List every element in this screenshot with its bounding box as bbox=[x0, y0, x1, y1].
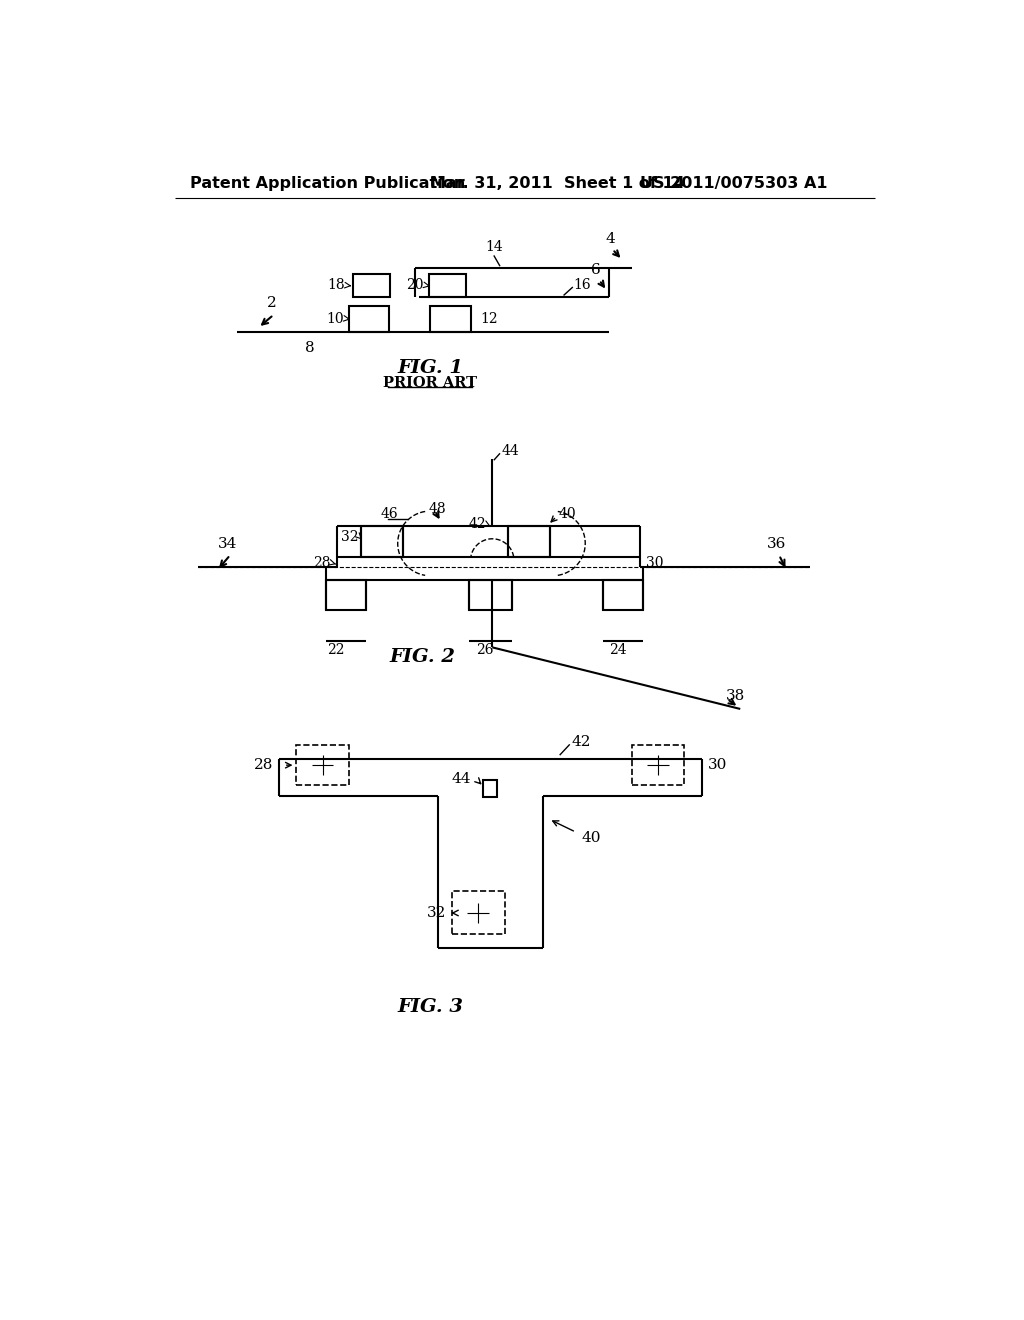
Text: 18: 18 bbox=[328, 279, 345, 293]
Text: 12: 12 bbox=[480, 312, 499, 326]
Text: 40: 40 bbox=[582, 830, 601, 845]
Text: FIG. 1: FIG. 1 bbox=[397, 359, 463, 376]
Text: Mar. 31, 2011  Sheet 1 of 14: Mar. 31, 2011 Sheet 1 of 14 bbox=[430, 177, 685, 191]
Text: US 2011/0075303 A1: US 2011/0075303 A1 bbox=[640, 177, 827, 191]
Text: 22: 22 bbox=[327, 644, 344, 657]
Bar bbox=[469, 579, 512, 610]
Text: 30: 30 bbox=[646, 556, 664, 570]
Text: 44: 44 bbox=[451, 772, 471, 785]
Bar bbox=[430, 306, 471, 331]
Text: 38: 38 bbox=[726, 689, 744, 702]
Text: Patent Application Publication: Patent Application Publication bbox=[190, 177, 465, 191]
Bar bbox=[326, 579, 366, 610]
Text: 6: 6 bbox=[591, 263, 601, 277]
Bar bbox=[508, 527, 550, 557]
Text: 40: 40 bbox=[559, 507, 577, 521]
Bar bbox=[603, 579, 643, 610]
Text: 2: 2 bbox=[266, 296, 276, 310]
Text: FIG. 2: FIG. 2 bbox=[389, 648, 456, 667]
Text: 4: 4 bbox=[605, 232, 615, 246]
Text: 26: 26 bbox=[476, 644, 494, 657]
Text: 10: 10 bbox=[326, 312, 343, 326]
Text: 16: 16 bbox=[573, 277, 591, 292]
Text: 44: 44 bbox=[502, 444, 519, 458]
Text: 32: 32 bbox=[426, 906, 445, 920]
Bar bbox=[452, 891, 505, 933]
Text: 8: 8 bbox=[305, 341, 315, 355]
Text: 30: 30 bbox=[708, 758, 727, 772]
Text: 34: 34 bbox=[217, 537, 237, 552]
Bar bbox=[360, 527, 403, 557]
Text: 28: 28 bbox=[254, 758, 273, 772]
Text: 48: 48 bbox=[429, 502, 446, 516]
Text: 14: 14 bbox=[485, 240, 503, 253]
Bar bbox=[632, 744, 684, 785]
Text: 42: 42 bbox=[571, 735, 591, 748]
Text: 20: 20 bbox=[407, 279, 424, 293]
Bar bbox=[483, 780, 497, 797]
Bar bbox=[296, 744, 349, 785]
Text: 36: 36 bbox=[767, 537, 786, 552]
Bar bbox=[429, 275, 466, 297]
Bar bbox=[349, 306, 389, 331]
Text: 28: 28 bbox=[313, 556, 331, 570]
Text: 46: 46 bbox=[380, 507, 397, 521]
Text: 32: 32 bbox=[341, 531, 359, 544]
Text: 42: 42 bbox=[468, 517, 486, 531]
Bar bbox=[352, 275, 390, 297]
Text: FIG. 3: FIG. 3 bbox=[397, 998, 463, 1016]
Text: 24: 24 bbox=[609, 644, 627, 657]
Text: PRIOR ART: PRIOR ART bbox=[383, 376, 477, 391]
